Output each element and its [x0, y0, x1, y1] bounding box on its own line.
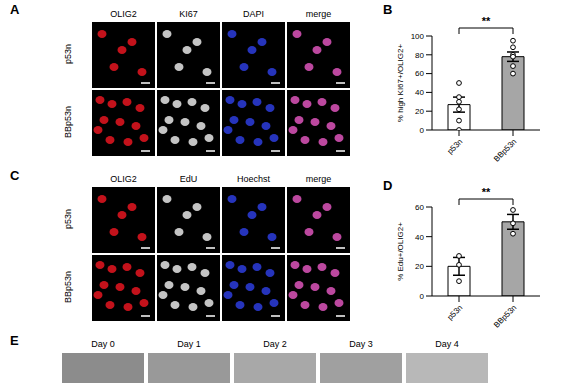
html-text:merge: merge — [305, 174, 332, 184]
html-text:Day 2: Day 2 — [263, 339, 287, 349]
html-text:OLIG2: OLIG2 — [110, 174, 137, 184]
html-text:merge: merge — [305, 9, 332, 19]
svg-text:100: 100 — [411, 32, 425, 41]
svg-text:**: ** — [482, 186, 491, 198]
svg-text:0: 0 — [420, 126, 425, 135]
html-text:Day 3: Day 3 — [349, 339, 373, 349]
html-text:p53n: p53n — [63, 44, 73, 64]
html-text:Day 4: Day 4 — [435, 339, 459, 349]
html-text:EdU: EdU — [179, 174, 198, 184]
svg-text:**: ** — [482, 15, 491, 27]
html-text:C: C — [10, 168, 20, 183]
svg-text:60: 60 — [415, 69, 424, 78]
svg-text:BBp53n: BBp53n — [492, 303, 518, 329]
svg-text:20: 20 — [415, 107, 424, 116]
html-text:KI67: KI67 — [179, 9, 198, 19]
html-text:OLIG2: OLIG2 — [110, 9, 137, 19]
html-text:D: D — [383, 178, 393, 193]
html-text:Day 1: Day 1 — [177, 339, 201, 349]
svg-text:60: 60 — [415, 203, 424, 212]
svg-text:0: 0 — [420, 292, 425, 301]
svg-text:BBp53n: BBp53n — [492, 137, 518, 163]
html-text:E: E — [10, 333, 19, 348]
svg-text:p53n: p53n — [445, 303, 464, 322]
html-text:A: A — [10, 2, 20, 17]
html-text:BBp53n: BBp53n — [63, 106, 73, 138]
html-text:Hoechst: Hoechst — [237, 174, 270, 184]
html-text:p53n: p53n — [63, 209, 73, 229]
svg-text:80: 80 — [415, 51, 424, 60]
svg-text:20: 20 — [415, 262, 424, 271]
html-text:B: B — [383, 2, 393, 17]
svg-text:40: 40 — [415, 233, 424, 242]
svg-text:p53n: p53n — [445, 137, 464, 156]
svg-text:% high KI67+/OLIG2+: % high KI67+/OLIG2+ — [396, 44, 405, 123]
svg-text:40: 40 — [415, 88, 424, 97]
html-text:DAPI: DAPI — [243, 9, 264, 19]
html-text:Day 0: Day 0 — [91, 339, 115, 349]
svg-text:% Edu+/OLIG2+: % Edu+/OLIG2+ — [396, 222, 405, 281]
html-text:BBp53n: BBp53n — [63, 271, 73, 303]
